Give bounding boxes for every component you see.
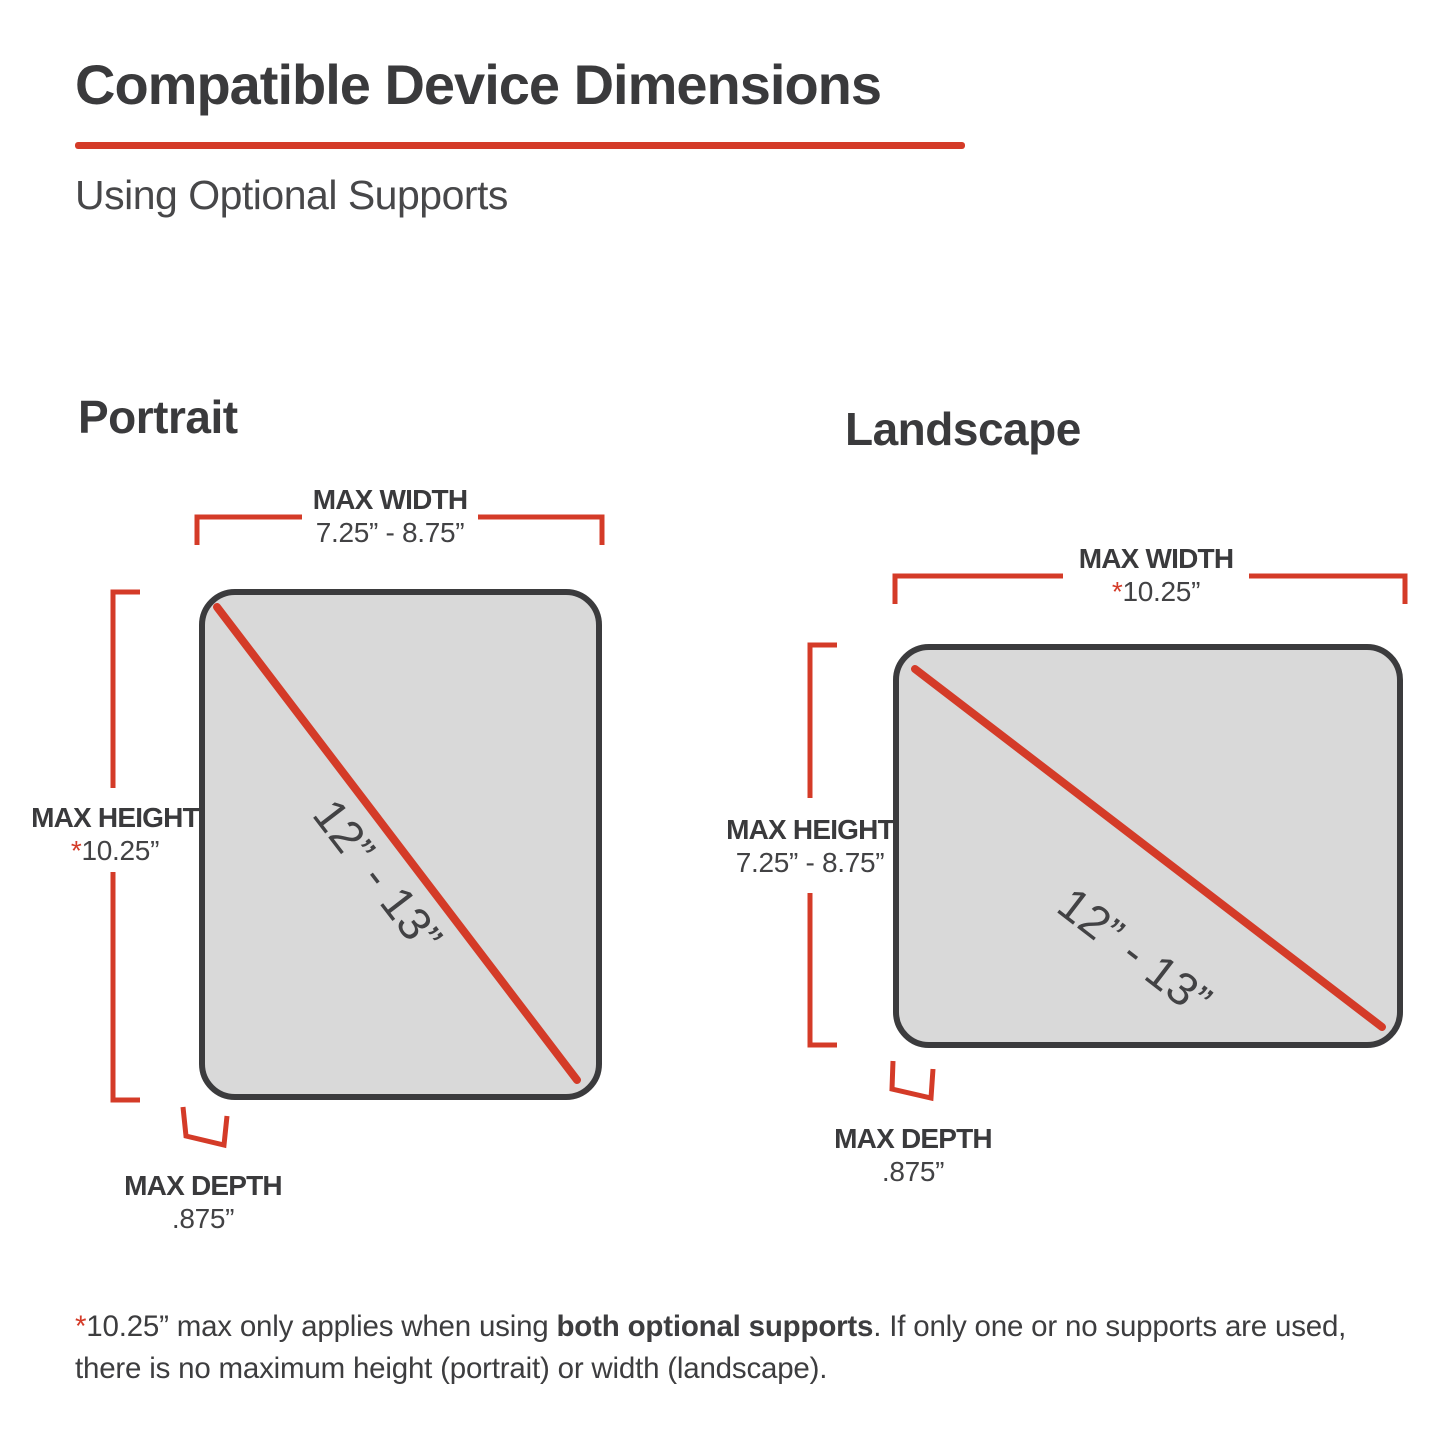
- portrait-max-depth-value: .875”: [171, 1203, 235, 1234]
- footnote: *10.25” max only applies when using both…: [75, 1306, 1405, 1390]
- landscape-max-width-value: *10.25”: [1111, 576, 1201, 608]
- portrait-max-width-label: MAX WIDTH: [312, 484, 468, 515]
- landscape-max-depth-label: MAX DEPTH: [834, 1123, 993, 1154]
- portrait-height-bracket-top: [110, 589, 140, 788]
- landscape-height-bracket-top: [807, 642, 837, 798]
- page-title: Compatible Device Dimensions: [75, 53, 882, 116]
- portrait-device-outline: [199, 589, 602, 1100]
- landscape-max-height-label: MAX HEIGHT: [726, 814, 895, 845]
- portrait-max-height-value: *10.25”: [70, 835, 160, 867]
- landscape-max-depth-value: .875”: [881, 1156, 945, 1187]
- portrait-max-depth-label: MAX DEPTH: [124, 1170, 283, 1201]
- portrait-height-bracket-bottom: [110, 872, 140, 1103]
- landscape-max-width-asterisk: *: [1111, 576, 1123, 607]
- portrait-max-width-value: 7.25” - 8.75”: [315, 517, 465, 548]
- landscape-depth-bracket: [889, 1060, 936, 1102]
- footnote-bold-text: both optional supports: [556, 1310, 874, 1343]
- landscape-width-bracket-right: [1249, 573, 1408, 604]
- portrait-depth-bracket: [180, 1106, 230, 1149]
- landscape-max-width-number: 10.25”: [1122, 576, 1201, 607]
- portrait-heading: Portrait: [78, 391, 238, 443]
- footnote-asterisk: *: [75, 1310, 87, 1343]
- landscape-heading: Landscape: [845, 403, 1081, 455]
- landscape-max-width-label: MAX WIDTH: [1078, 543, 1234, 574]
- landscape-max-height-value: 7.25” - 8.75”: [735, 847, 885, 878]
- landscape-width-bracket-left: [892, 573, 1063, 604]
- footnote-text-2: . If only one or no supports are used, t…: [75, 1310, 1347, 1385]
- page-subtitle: Using Optional Supports: [75, 172, 508, 218]
- portrait-width-bracket-right: [478, 514, 605, 545]
- title-underline-rule: [75, 142, 965, 149]
- portrait-max-height-number: 10.25”: [81, 835, 160, 866]
- footnote-text-1: 10.25” max only applies when using: [86, 1310, 557, 1343]
- portrait-max-height-asterisk: *: [70, 835, 82, 866]
- landscape-height-bracket-bottom: [807, 893, 837, 1048]
- portrait-width-bracket-left: [194, 514, 302, 545]
- portrait-max-height-label: MAX HEIGHT: [31, 802, 200, 833]
